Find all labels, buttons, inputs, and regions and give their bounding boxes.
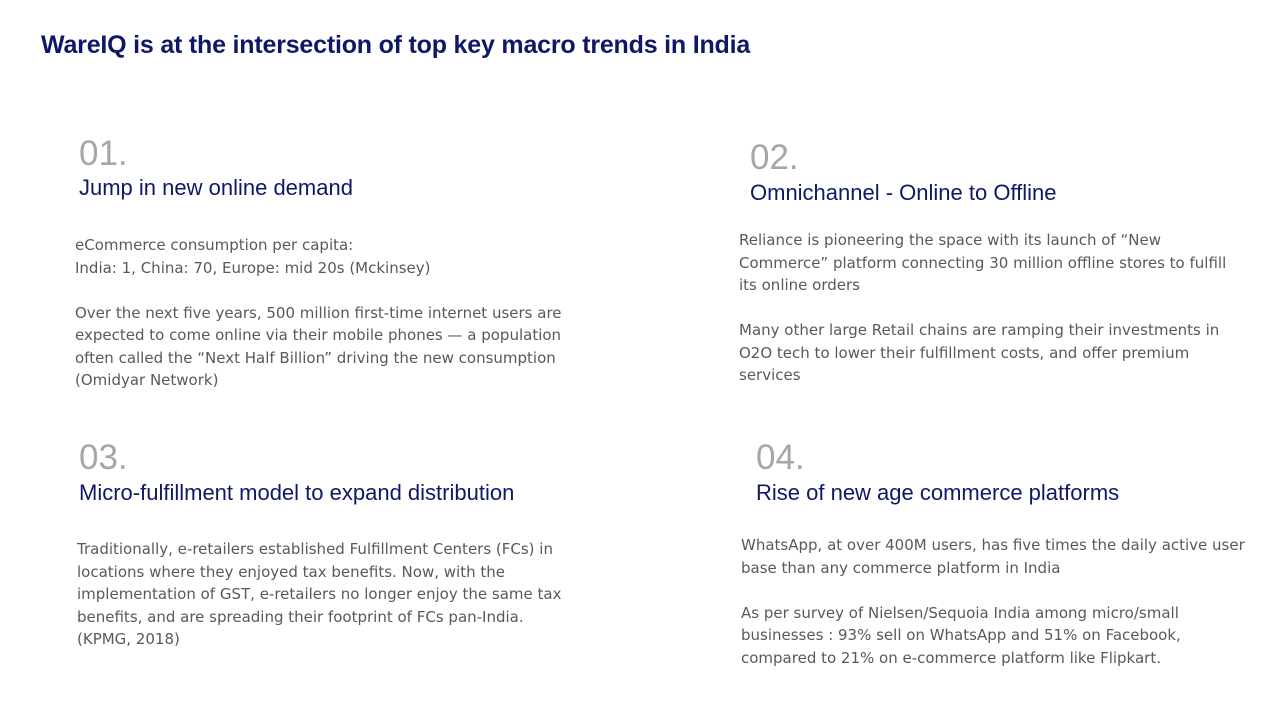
trend-2-paragraph: Reliance is pioneering the space with it… [739, 231, 1227, 294]
trend-4-paragraph: As per survey of Nielsen/Sequoia India a… [741, 603, 1181, 667]
trend-2-paragraph: Many other large Retail chains are rampi… [739, 321, 1220, 384]
trend-4-number: 04. [756, 438, 805, 477]
trend-4-body: WhatsApp, at over 400M users, has five t… [741, 534, 1256, 669]
trend-3-body: Traditionally, e-retailers established F… [77, 538, 577, 651]
trend-1-number: 01. [79, 134, 128, 173]
trend-1-paragraph: Over the next five years, 500 million fi… [75, 303, 562, 390]
trend-4-heading: Rise of new age commerce platforms [756, 480, 1120, 505]
trend-3-paragraph: Traditionally, e-retailers established F… [77, 540, 562, 648]
trend-2-number: 02. [750, 138, 799, 177]
slide-title: WareIQ is at the intersection of top key… [41, 31, 751, 59]
trend-2-heading: Omnichannel - Online to Offline [750, 180, 1057, 205]
trend-3-number: 03. [79, 438, 128, 477]
trend-4-paragraph: WhatsApp, at over 400M users, has five t… [741, 536, 1245, 577]
trend-2-body: Reliance is pioneering the space with it… [739, 229, 1244, 387]
trend-1-heading: Jump in new online demand [79, 175, 353, 200]
trend-1-paragraph: eCommerce consumption per capita: India: … [75, 236, 431, 277]
trend-3-heading: Micro-fulfillment model to expand distri… [79, 480, 515, 505]
trend-1-body: eCommerce consumption per capita: India: … [75, 234, 595, 392]
